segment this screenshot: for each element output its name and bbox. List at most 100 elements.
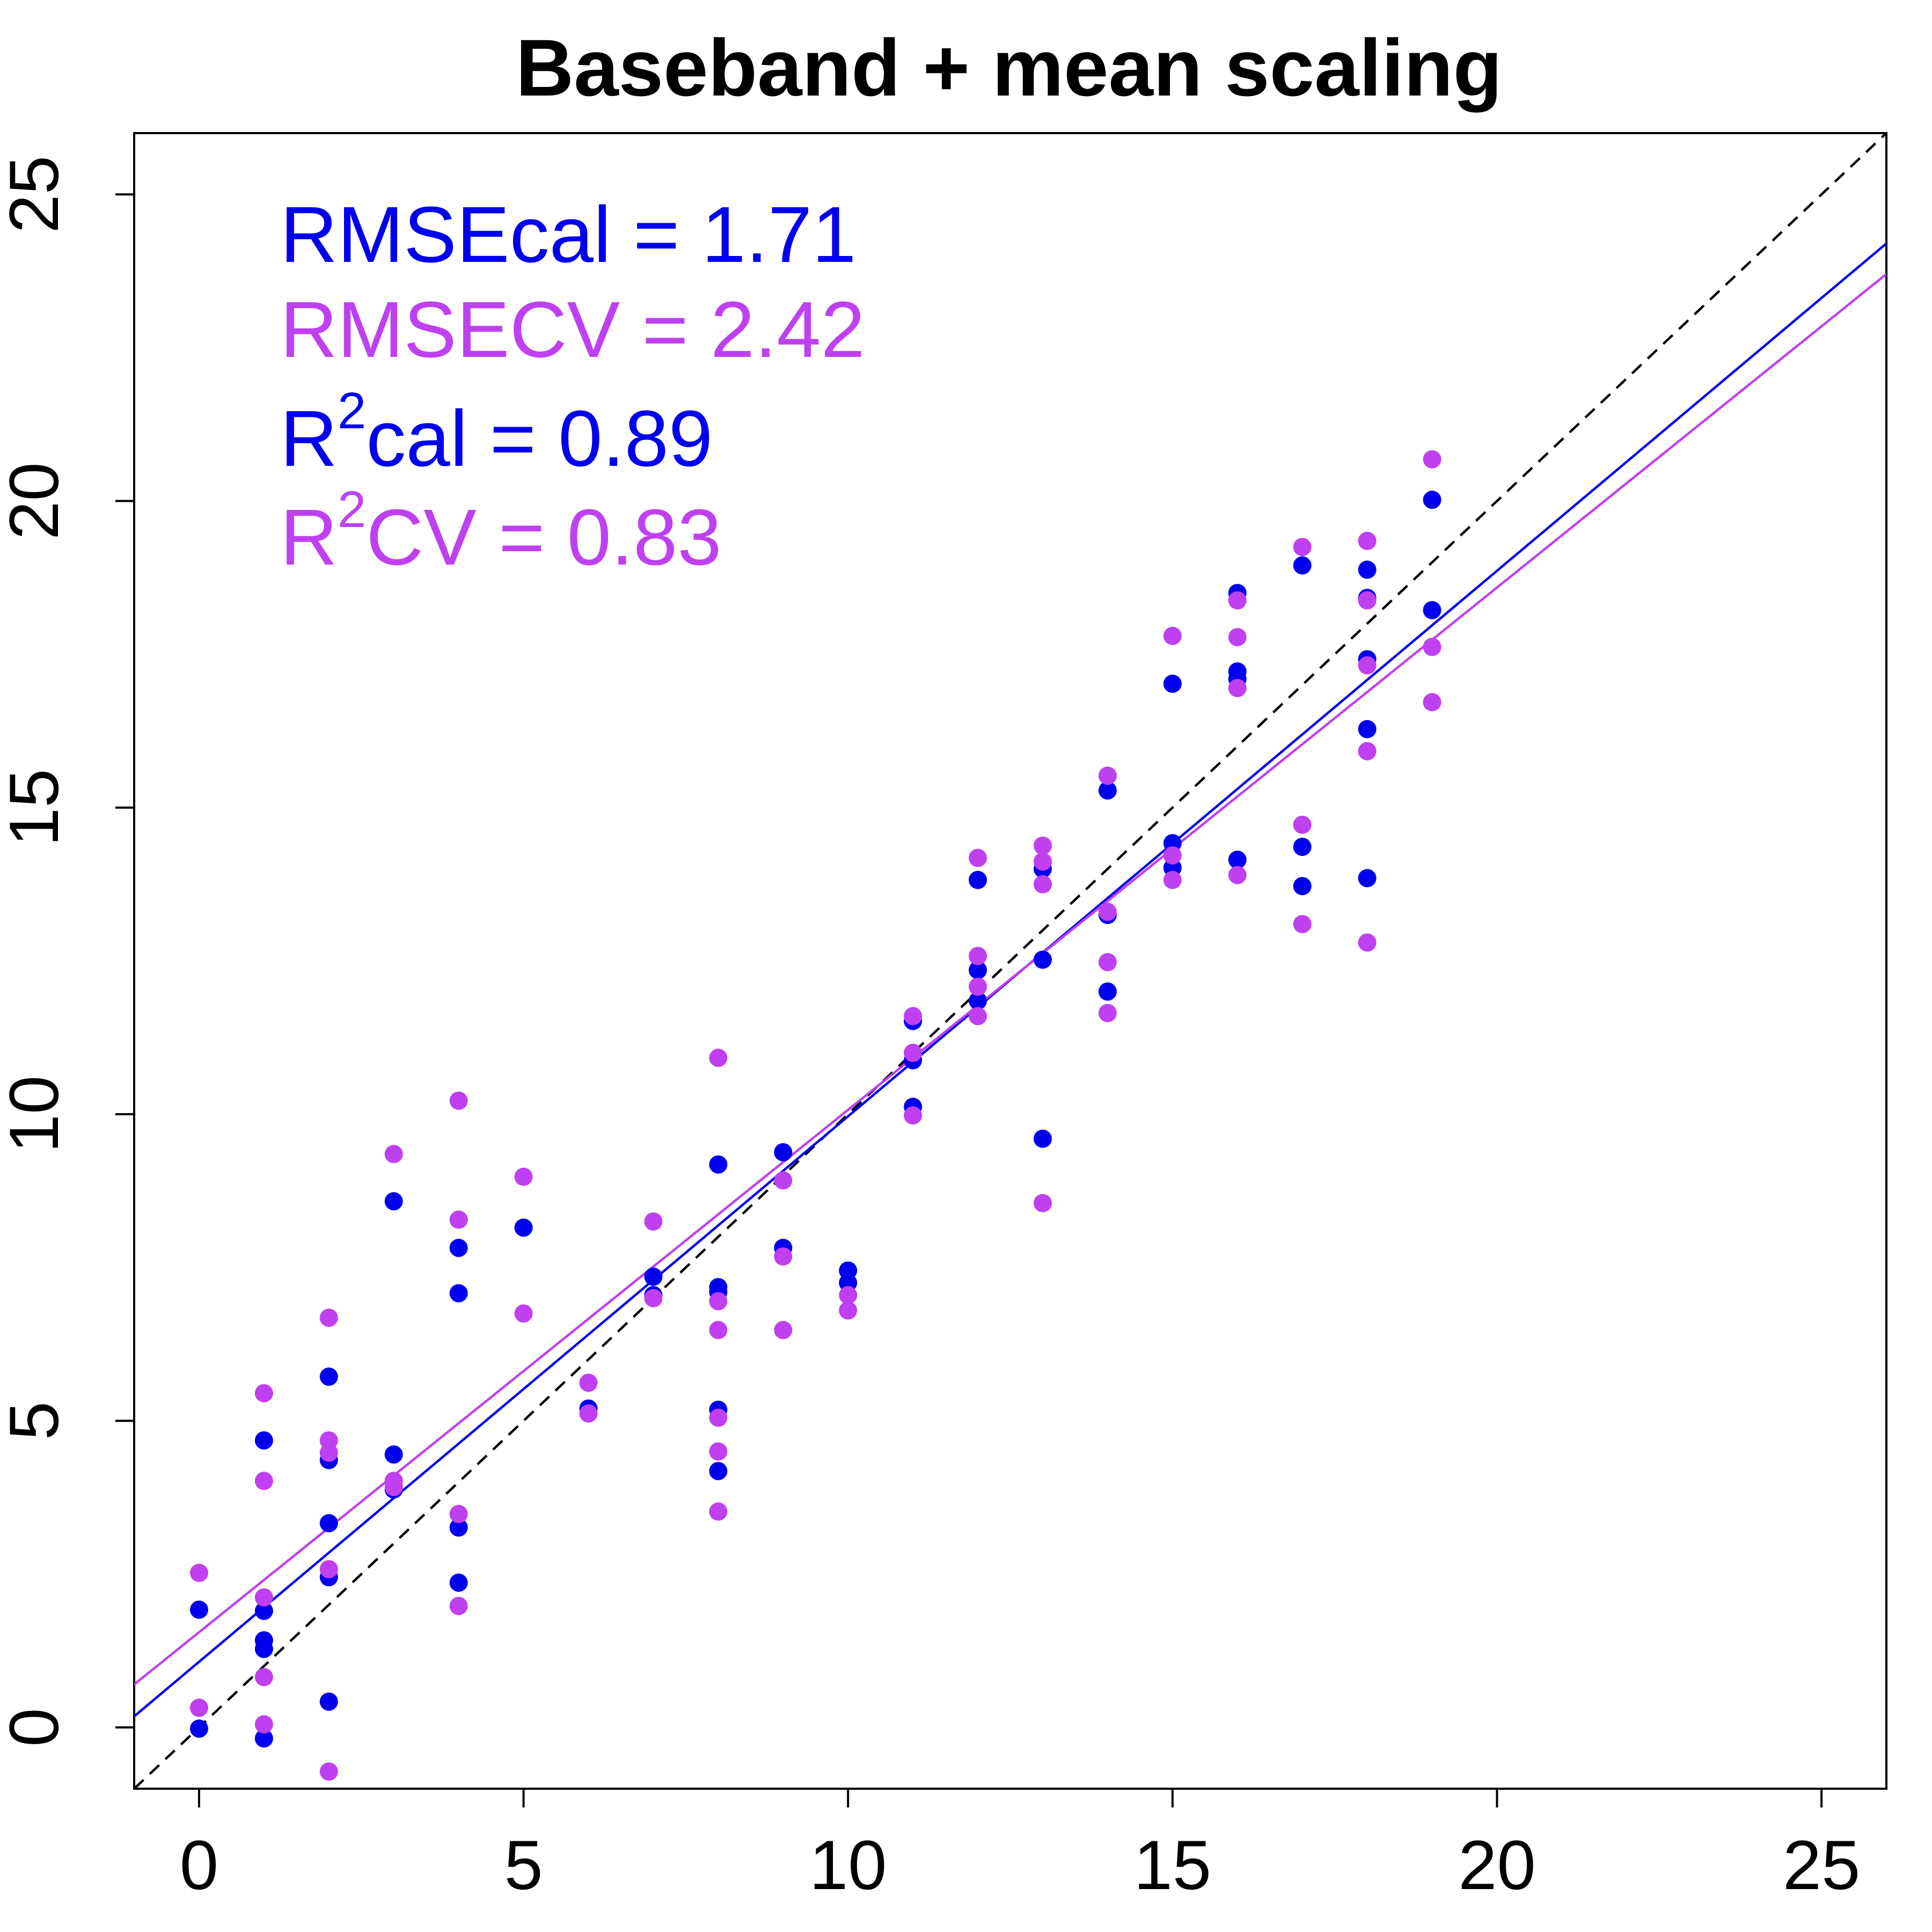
data-point [449, 1505, 468, 1524]
data-point [644, 1289, 663, 1307]
data-point [1293, 556, 1312, 575]
x-tick-label: 5 [504, 1826, 543, 1904]
data-point [839, 1301, 858, 1320]
data-point [579, 1404, 598, 1423]
data-point [254, 1588, 273, 1607]
data-point [709, 1502, 728, 1521]
series-1 [189, 450, 1441, 1781]
chart-title: Baseband + mean scaling [516, 23, 1502, 113]
x-tick-label: 15 [1134, 1826, 1212, 1904]
data-point [514, 1167, 533, 1186]
data-point [319, 1443, 338, 1462]
data-point [189, 1563, 208, 1582]
data-point [1228, 866, 1247, 884]
axes: 0 5 10 15 20 25 0 5 10 15 20 25 [0, 156, 1860, 1904]
data-point [189, 1719, 208, 1738]
data-point [384, 1192, 403, 1211]
data-point [449, 1239, 468, 1257]
data-point [1358, 656, 1377, 675]
stats-annotations: RMSEcal = 1.71 RMSECV = 2.42 R2cal = 0.8… [280, 191, 865, 582]
data-point [709, 1321, 728, 1340]
r2-cv-sup: 2 [338, 481, 366, 538]
x-tick-label: 0 [180, 1826, 218, 1904]
data-point [1033, 1194, 1052, 1212]
data-point [449, 1284, 468, 1302]
r2-cv-label: R2CV = 0.83 [280, 481, 722, 582]
data-point [1098, 781, 1117, 800]
data-point [1358, 531, 1377, 550]
x-tick-label: 10 [809, 1826, 887, 1904]
data-point [774, 1143, 793, 1161]
data-point [1293, 877, 1312, 896]
r2-cal-r: R [280, 394, 338, 483]
data-point [1033, 852, 1052, 871]
data-point [254, 1431, 273, 1450]
data-point [1163, 626, 1182, 645]
data-point [1098, 903, 1117, 921]
r2-cal-sup: 2 [338, 382, 366, 440]
data-point [904, 1106, 923, 1125]
y-tick-label: 15 [0, 769, 73, 847]
data-point [1228, 679, 1247, 698]
x-tick-label: 25 [1783, 1826, 1861, 1904]
r2-cal-label: R2cal = 0.89 [280, 382, 713, 483]
data-point [254, 1668, 273, 1687]
y-tick-label: 10 [0, 1075, 73, 1153]
data-point [1358, 720, 1377, 738]
data-point [1423, 601, 1441, 619]
data-point [1033, 950, 1052, 969]
y-tick-label: 25 [0, 156, 73, 233]
data-point [709, 1292, 728, 1311]
data-point [449, 1092, 468, 1110]
data-point [384, 1445, 403, 1464]
data-point [709, 1442, 728, 1461]
data-point [1098, 982, 1117, 1001]
data-point [254, 1472, 273, 1490]
data-point [969, 848, 987, 867]
r2-cv-r: R [280, 493, 338, 582]
data-point [1228, 850, 1247, 869]
data-point [449, 1574, 468, 1592]
data-point [254, 1715, 273, 1734]
data-point [1423, 693, 1441, 712]
data-point [254, 1384, 273, 1403]
data-point [319, 1762, 338, 1781]
data-point [384, 1145, 403, 1163]
data-point [189, 1699, 208, 1717]
data-point [319, 1308, 338, 1327]
data-point [969, 947, 987, 965]
reference-lines [134, 133, 1886, 1789]
data-point [189, 1600, 208, 1619]
y-tick-label: 0 [0, 1708, 73, 1747]
data-point [969, 977, 987, 996]
data-point [1033, 1129, 1052, 1148]
data-point [1423, 450, 1441, 469]
data-point [514, 1304, 533, 1323]
data-point [709, 1049, 728, 1067]
data-point [1163, 675, 1182, 693]
points [189, 450, 1441, 1781]
data-point [1358, 742, 1377, 760]
y-tick-label: 5 [0, 1401, 73, 1440]
data-point [319, 1692, 338, 1711]
data-point [969, 870, 987, 889]
data-point [969, 961, 987, 979]
data-point [319, 1514, 338, 1533]
data-point [969, 991, 987, 1010]
data-point [254, 1601, 273, 1620]
identity-line [134, 133, 1886, 1789]
data-point [384, 1477, 403, 1496]
data-point [1293, 538, 1312, 557]
data-point [644, 1212, 663, 1231]
data-point [1423, 491, 1441, 509]
data-point [904, 1007, 923, 1026]
data-point [709, 1408, 728, 1427]
data-point [449, 1210, 468, 1229]
data-point [1358, 560, 1377, 579]
data-point [1228, 628, 1247, 647]
data-point [514, 1218, 533, 1237]
data-point [1163, 870, 1182, 889]
x-tick-label: 20 [1458, 1826, 1536, 1904]
data-point [839, 1286, 858, 1305]
